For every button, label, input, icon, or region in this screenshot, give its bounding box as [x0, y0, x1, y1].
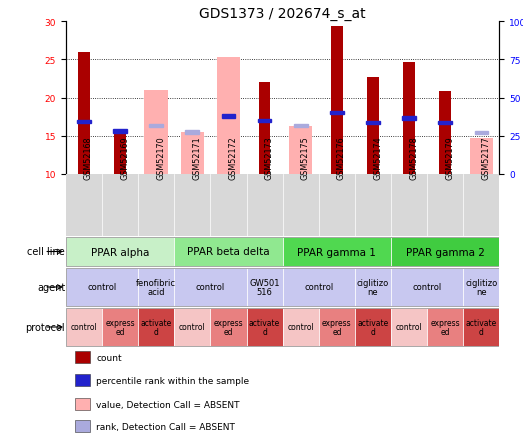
- Bar: [78, 53, 90, 174]
- Bar: [438, 122, 452, 125]
- Bar: [210, 308, 246, 346]
- Text: rank, Detection Call = ABSENT: rank, Detection Call = ABSENT: [96, 422, 235, 431]
- Bar: [355, 268, 391, 306]
- Text: express
ed: express ed: [430, 318, 460, 337]
- Text: PPAR gamma 1: PPAR gamma 1: [298, 247, 377, 257]
- Text: value, Detection Call = ABSENT: value, Detection Call = ABSENT: [96, 400, 240, 409]
- Text: GSM52176: GSM52176: [337, 136, 346, 180]
- Text: express
ed: express ed: [322, 318, 351, 337]
- Bar: [77, 120, 91, 124]
- Text: PPAR gamma 2: PPAR gamma 2: [406, 247, 485, 257]
- Text: express
ed: express ed: [214, 318, 243, 337]
- Text: protocol: protocol: [26, 322, 65, 332]
- Text: GSM52171: GSM52171: [192, 136, 201, 180]
- Bar: [138, 308, 174, 346]
- Bar: [391, 308, 427, 346]
- Bar: [115, 135, 126, 174]
- Bar: [463, 268, 499, 306]
- Bar: [174, 237, 282, 267]
- Bar: [174, 308, 210, 346]
- Text: activate
d: activate d: [357, 318, 389, 337]
- Bar: [246, 268, 282, 306]
- Bar: [463, 308, 499, 346]
- Text: PPAR alpha: PPAR alpha: [91, 247, 149, 257]
- Bar: [294, 125, 308, 128]
- Bar: [391, 237, 499, 267]
- Text: GSM52174: GSM52174: [373, 136, 382, 180]
- Bar: [75, 398, 90, 410]
- Bar: [246, 308, 282, 346]
- Bar: [150, 125, 163, 128]
- Text: control: control: [196, 283, 225, 292]
- Text: GSM52173: GSM52173: [265, 136, 274, 180]
- Text: GSM52179: GSM52179: [445, 136, 454, 180]
- Bar: [144, 91, 168, 174]
- Text: control: control: [179, 323, 206, 332]
- Text: express
ed: express ed: [105, 318, 135, 337]
- Text: GSM52175: GSM52175: [301, 136, 310, 180]
- Bar: [138, 268, 174, 306]
- Bar: [282, 308, 319, 346]
- Text: control: control: [304, 283, 334, 292]
- Bar: [330, 112, 344, 115]
- Text: count: count: [96, 353, 122, 362]
- Bar: [355, 308, 391, 346]
- Bar: [75, 420, 90, 432]
- Text: activate
d: activate d: [249, 318, 280, 337]
- Bar: [222, 115, 235, 118]
- Bar: [258, 119, 271, 123]
- Text: PPAR beta delta: PPAR beta delta: [187, 247, 270, 257]
- Text: ciglitizo
ne: ciglitizo ne: [465, 278, 497, 297]
- Text: cell line: cell line: [27, 247, 65, 257]
- Bar: [331, 27, 343, 174]
- Text: percentile rank within the sample: percentile rank within the sample: [96, 376, 249, 385]
- Bar: [474, 132, 488, 135]
- Text: GSM52172: GSM52172: [229, 136, 237, 180]
- Bar: [113, 130, 127, 134]
- Text: GW501
516: GW501 516: [249, 278, 280, 297]
- Text: GSM52178: GSM52178: [409, 136, 418, 180]
- Text: fenofibric
acid: fenofibric acid: [136, 278, 176, 297]
- Bar: [186, 131, 199, 134]
- Text: control: control: [71, 323, 97, 332]
- Bar: [180, 133, 204, 174]
- Text: GSM52169: GSM52169: [120, 136, 129, 180]
- Text: GSM52170: GSM52170: [156, 136, 165, 180]
- Bar: [66, 268, 138, 306]
- Bar: [259, 83, 270, 174]
- Text: ciglitizo
ne: ciglitizo ne: [357, 278, 389, 297]
- Bar: [289, 127, 312, 174]
- Bar: [102, 308, 138, 346]
- Text: agent: agent: [37, 283, 65, 293]
- Bar: [282, 268, 355, 306]
- Bar: [319, 308, 355, 346]
- Bar: [470, 139, 493, 174]
- Bar: [402, 117, 416, 121]
- Bar: [282, 237, 391, 267]
- Bar: [75, 374, 90, 386]
- Text: GSM52177: GSM52177: [481, 136, 491, 180]
- Bar: [75, 351, 90, 363]
- Bar: [66, 308, 102, 346]
- Bar: [403, 63, 415, 174]
- Bar: [174, 268, 246, 306]
- Bar: [66, 237, 174, 267]
- Bar: [366, 122, 380, 125]
- Text: control: control: [396, 323, 423, 332]
- Text: control: control: [87, 283, 117, 292]
- Bar: [367, 78, 379, 174]
- Bar: [391, 268, 463, 306]
- Text: activate
d: activate d: [141, 318, 172, 337]
- Bar: [427, 308, 463, 346]
- Text: GSM52168: GSM52168: [84, 136, 93, 180]
- Text: control: control: [287, 323, 314, 332]
- Bar: [439, 92, 451, 174]
- Title: GDS1373 / 202674_s_at: GDS1373 / 202674_s_at: [199, 7, 366, 21]
- Text: activate
d: activate d: [466, 318, 497, 337]
- Bar: [217, 58, 240, 174]
- Text: control: control: [413, 283, 442, 292]
